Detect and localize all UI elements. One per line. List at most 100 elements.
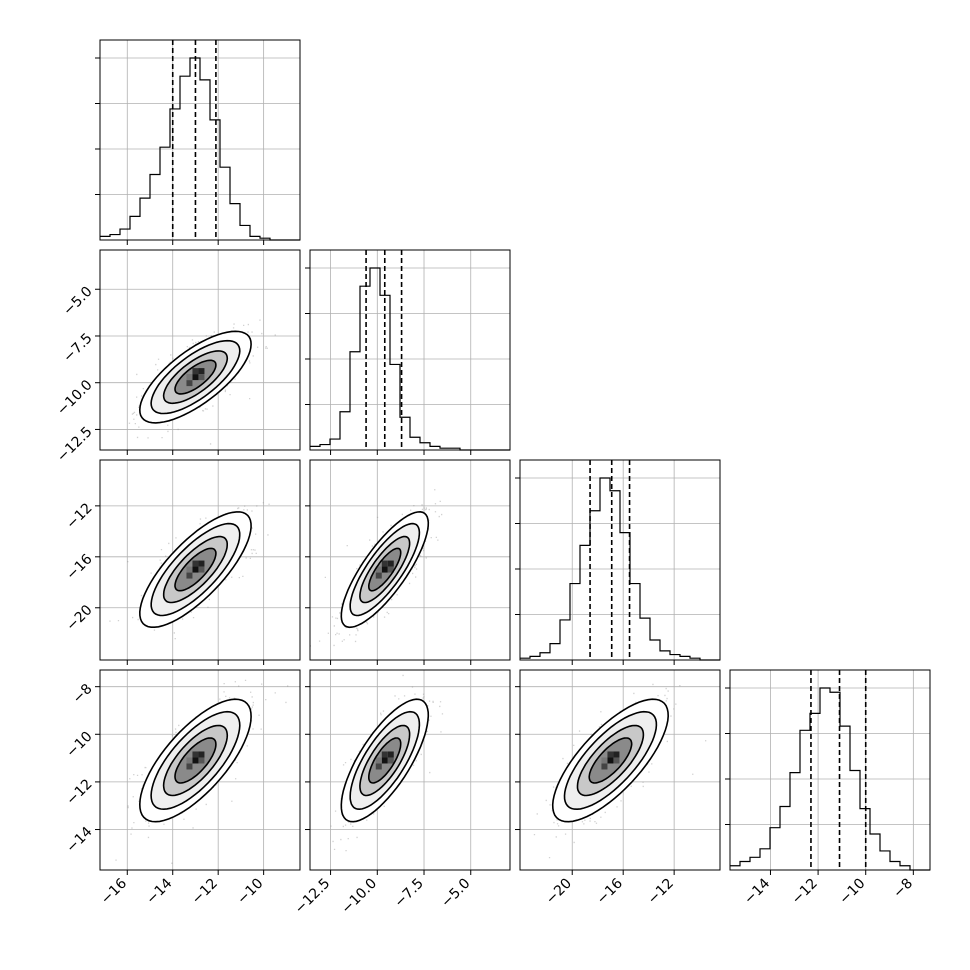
density-cell <box>192 374 199 381</box>
contour-line <box>340 698 430 823</box>
x-tick-label: −16 <box>594 875 626 907</box>
contour-line <box>576 724 645 797</box>
scatter-panel: −12.5−10.0 −7.5 −5.0 <box>292 669 511 918</box>
x-tick-label: −8 <box>890 876 916 902</box>
panel-frame <box>309 249 511 451</box>
density-cell <box>375 757 382 764</box>
panel-frame <box>99 249 301 451</box>
y-tick-label: −12.5 <box>54 424 96 466</box>
density-cell <box>192 757 199 764</box>
panel-frame <box>99 459 301 661</box>
x-tick-label: −12.5 <box>292 876 334 918</box>
density-cell <box>186 572 193 579</box>
density-cell <box>192 566 199 573</box>
panel-frame <box>519 459 721 661</box>
x-tick-label: −14 <box>143 875 175 907</box>
density-cell <box>387 757 394 764</box>
histogram-steps <box>310 267 510 451</box>
contour-line <box>349 522 421 617</box>
density-cell <box>192 751 199 758</box>
contour-line <box>162 535 228 604</box>
density-cell <box>381 751 388 758</box>
density-cell <box>613 751 620 758</box>
scatter-panel: −16 −14 −12 −10−14−12−10−8 <box>63 669 301 908</box>
density-cell <box>186 374 193 381</box>
x-tick-label: −12 <box>645 876 677 908</box>
density-cell <box>601 763 608 770</box>
x-tick-label: −12 <box>189 876 221 908</box>
density-cell <box>387 751 394 758</box>
density-cell <box>192 560 199 567</box>
contour-line <box>174 359 217 395</box>
density-cell <box>198 368 205 375</box>
y-tick-label: −5.0 <box>60 284 95 319</box>
histogram-steps <box>730 687 930 871</box>
x-tick-label: −12 <box>789 876 821 908</box>
contour-line <box>368 547 402 592</box>
contour-line <box>138 511 252 628</box>
panel-background <box>730 670 930 870</box>
density-cell <box>198 560 205 567</box>
density-cell <box>387 566 394 573</box>
density-cell <box>192 368 199 375</box>
panel-frame <box>99 669 301 871</box>
density-cell <box>607 751 614 758</box>
density-layer <box>330 674 444 852</box>
density-cell <box>381 566 388 573</box>
contour-line <box>563 710 658 811</box>
y-tick-label: −12 <box>63 776 95 808</box>
contour-line <box>138 330 252 424</box>
contour-line <box>150 710 241 811</box>
x-tick-label: −10 <box>836 876 868 908</box>
y-tick-label: −8 <box>70 681 96 707</box>
density-cell <box>387 560 394 567</box>
density-cell <box>381 560 388 567</box>
contour-line <box>368 737 402 784</box>
contour-line <box>162 350 229 405</box>
x-tick-label: −16 <box>98 875 130 907</box>
x-tick-label: −10.0 <box>338 876 380 918</box>
panel-frame <box>99 39 301 241</box>
density-cell <box>375 566 382 573</box>
contour-line <box>588 737 633 784</box>
contour-line <box>174 547 217 592</box>
panel-frame <box>729 669 931 871</box>
scatter-panel: −20 −16 −12 <box>515 669 721 908</box>
density-layer <box>128 319 276 445</box>
contour-line <box>150 522 241 617</box>
contour-line <box>359 535 411 604</box>
contour-line <box>138 698 252 823</box>
density-cell <box>607 757 614 764</box>
contour-line <box>162 724 229 797</box>
histogram-panel <box>305 249 511 455</box>
density-cell <box>375 572 382 579</box>
contour-line <box>340 510 430 629</box>
x-tick-label: −20 <box>543 876 575 908</box>
y-tick-label: −12 <box>63 500 95 532</box>
density-layer <box>115 679 289 864</box>
x-tick-label: −7.5 <box>391 876 426 911</box>
y-tick-label: −10.0 <box>54 377 96 419</box>
scatter-panel <box>305 459 511 665</box>
contour-line <box>174 737 217 784</box>
density-cell <box>186 380 193 387</box>
histogram-panel: −14 −12 −10 −8 <box>725 669 931 908</box>
x-tick-label: −10 <box>234 876 266 908</box>
x-tick-label: −14 <box>741 875 773 907</box>
panel-background <box>520 460 720 660</box>
contour-line <box>359 724 411 797</box>
y-tick-label: −14 <box>63 824 95 856</box>
density-cell <box>198 566 205 573</box>
density-cell <box>601 757 608 764</box>
x-tick-label: −5.0 <box>438 876 473 911</box>
density-layer <box>533 683 707 859</box>
y-tick-label: −20 <box>63 602 95 634</box>
density-cell <box>613 757 620 764</box>
contour-line <box>150 339 241 415</box>
density-cell <box>198 757 205 764</box>
density-cell <box>198 751 205 758</box>
contour-line <box>551 698 670 823</box>
scatter-panel: −20 −16 −12 <box>63 459 301 665</box>
contour-line <box>349 710 421 811</box>
